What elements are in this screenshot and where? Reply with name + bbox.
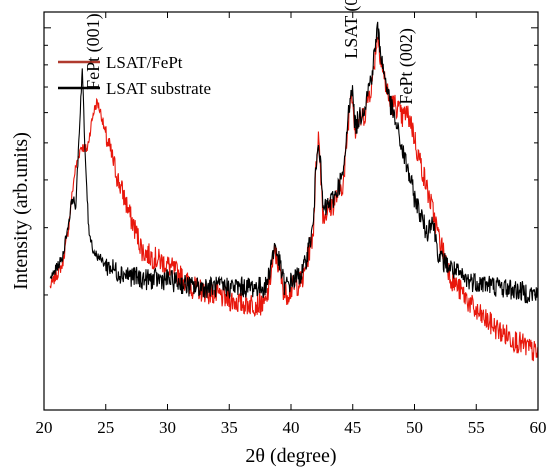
x-tick-label: 60: [530, 418, 547, 437]
legend-label-lsat-substrate: LSAT substrate: [106, 79, 211, 98]
x-tick-label: 40: [283, 418, 300, 437]
legend-label-lsat-fept: LSAT/FePt: [106, 53, 183, 72]
x-tick-label: 30: [159, 418, 176, 437]
plot-lines: [49, 21, 539, 362]
x-axis-title: 2θ (degree): [245, 445, 336, 467]
x-tick-label: 25: [97, 418, 114, 437]
annotation-fept-001: FePt (001): [83, 13, 104, 90]
x-tick-label: 20: [36, 418, 53, 437]
series-line-lsat-substrate: [49, 21, 539, 304]
x-tick-label: 35: [221, 418, 238, 437]
x-tick-label: 45: [344, 418, 361, 437]
legend: LSAT/FePt LSAT substrate: [58, 53, 211, 98]
y-axis-ticks: [44, 11, 538, 411]
x-axis-ticks: 20 25 30 35 40 45 50 55 60: [36, 12, 547, 437]
x-tick-label: 50: [406, 418, 423, 437]
x-tick-label: 55: [468, 418, 485, 437]
annotation-fept-002: FePt (002): [396, 28, 417, 105]
annotation-lsat-002: LSAT (002): [341, 0, 362, 59]
y-axis-title: Intensity (arb.units): [10, 132, 32, 290]
